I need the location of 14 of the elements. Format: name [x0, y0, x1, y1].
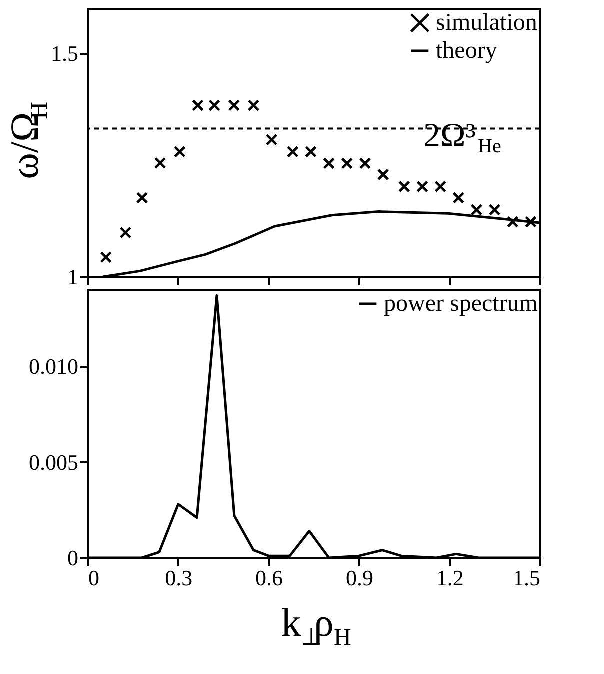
- y-tick-label: 1: [68, 264, 78, 290]
- y-tick-label: 0: [68, 546, 78, 570]
- x-tick-label: 0: [88, 566, 100, 590]
- x-tick-label: 1.2: [436, 566, 464, 590]
- x-tick-label: 0.3: [165, 566, 193, 590]
- x-tick-label: 0.6: [256, 566, 284, 590]
- legend-label: power spectrum: [384, 291, 538, 317]
- x-tick-label: 1.5: [513, 566, 540, 590]
- x-tick-label: 0.9: [346, 566, 374, 590]
- y-tick-label: 0.010: [29, 354, 78, 380]
- y-tick-label: 0.005: [29, 450, 78, 475]
- legend-label: simulation: [436, 10, 538, 36]
- legend-label: theory: [436, 38, 498, 64]
- y-tick-label: 1.5: [51, 41, 78, 66]
